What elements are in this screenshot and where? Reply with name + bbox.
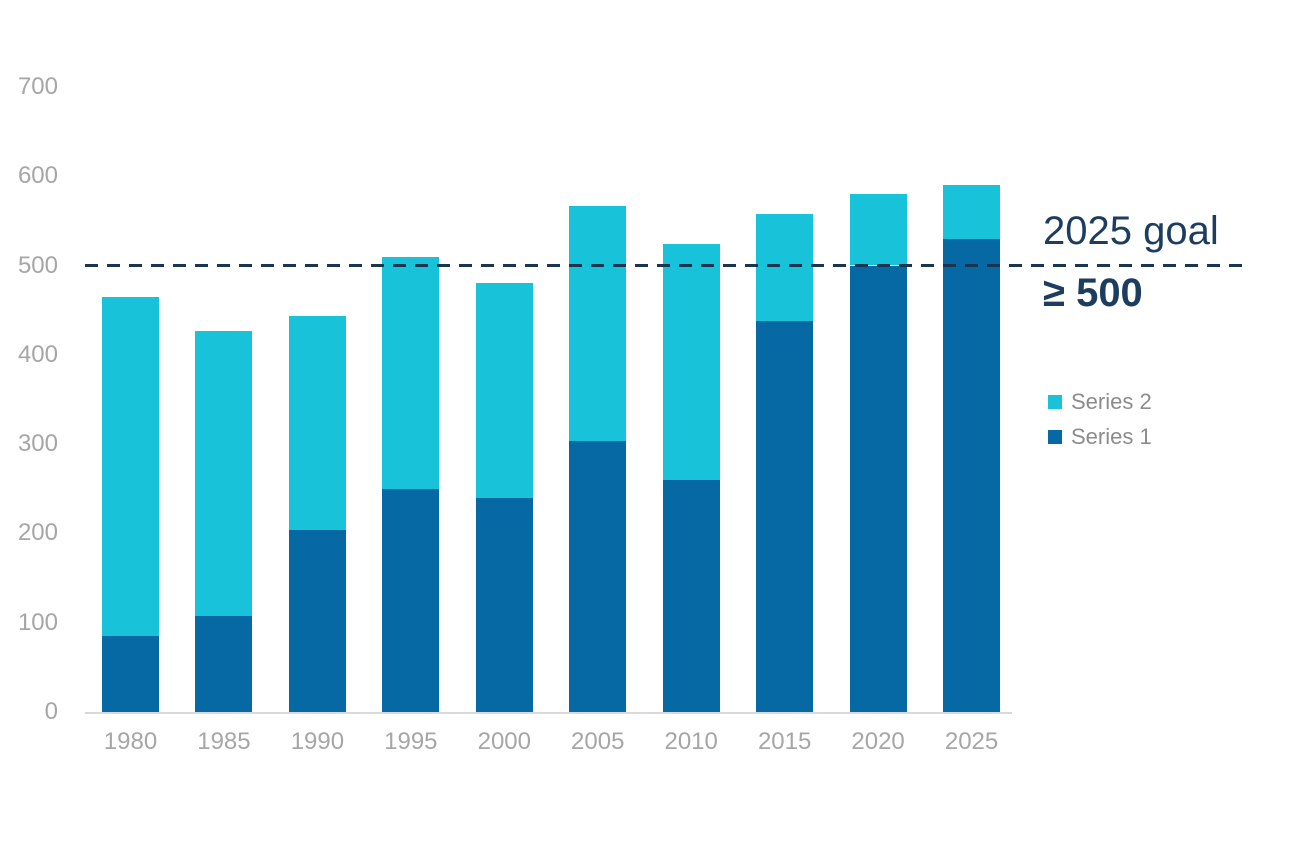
bar-2005-series-2 [569,205,627,442]
x-axis-tick-2020: 2020 [851,728,905,755]
y-axis-tick-100: 100 [17,608,58,636]
y-axis-tick-200: 200 [17,519,58,547]
bar-2025-series-1 [943,238,1001,712]
y-axis-tick-300: 300 [17,430,58,458]
legend-label-series-2: Series 2 [1071,388,1152,414]
y-axis-tick-700: 700 [17,72,58,100]
chart-legend: Series 2 Series 1 [1048,388,1152,458]
bar-1995-series-2 [382,257,440,489]
bar-1985-series-1 [195,616,253,712]
y-axis-tick-400: 400 [17,340,58,368]
bar-2020-series-1 [849,265,907,712]
bar-1990-series-2 [288,315,346,530]
legend-item-series-2: Series 2 [1048,388,1152,415]
bar-2025-series-2 [943,185,1001,239]
legend-item-series-1: Series 1 [1048,423,1152,450]
x-axis-tick-2025: 2025 [944,728,999,755]
series-1-swatch-icon [1048,429,1062,444]
bar-1995-series-1 [382,488,440,712]
x-axis-tick-1990: 1990 [290,728,345,755]
goal-line-label: 2025 goal [1043,209,1219,253]
x-axis-tick-2015: 2015 [757,728,812,755]
bar-2005-series-1 [569,441,627,712]
x-axis-tick-1980: 1980 [103,728,158,755]
y-axis-tick-500: 500 [17,251,58,279]
y-axis-tick-0: 0 [44,698,58,725]
goal-threshold-label: ≥ 500 [1043,271,1143,315]
x-axis-tick-1985: 1985 [197,728,251,755]
x-axis-line [85,712,1012,714]
series-2-swatch-icon [1048,394,1062,409]
bar-1985-series-2 [195,330,253,617]
goal-dashed-line [85,264,1250,267]
x-axis-tick-2000: 2000 [477,728,531,755]
bar-2015-series-1 [756,320,814,712]
bar-2000-series-2 [475,283,533,498]
x-axis-tick-2005: 2005 [571,728,625,755]
y-axis-tick-600: 600 [17,162,58,190]
bar-2010-series-2 [662,244,720,480]
bar-2020-series-2 [849,194,907,266]
bar-1990-series-1 [288,529,346,712]
bar-2010-series-1 [662,479,720,712]
legend-label-series-1: Series 1 [1071,423,1152,449]
bar-1980-series-2 [102,296,159,637]
bar-2000-series-1 [475,497,533,712]
x-axis-tick-2010: 2010 [664,728,718,755]
bar-1980-series-1 [102,636,159,712]
bar-2015-series-2 [756,213,814,321]
x-axis-tick-1995: 1995 [384,728,438,755]
